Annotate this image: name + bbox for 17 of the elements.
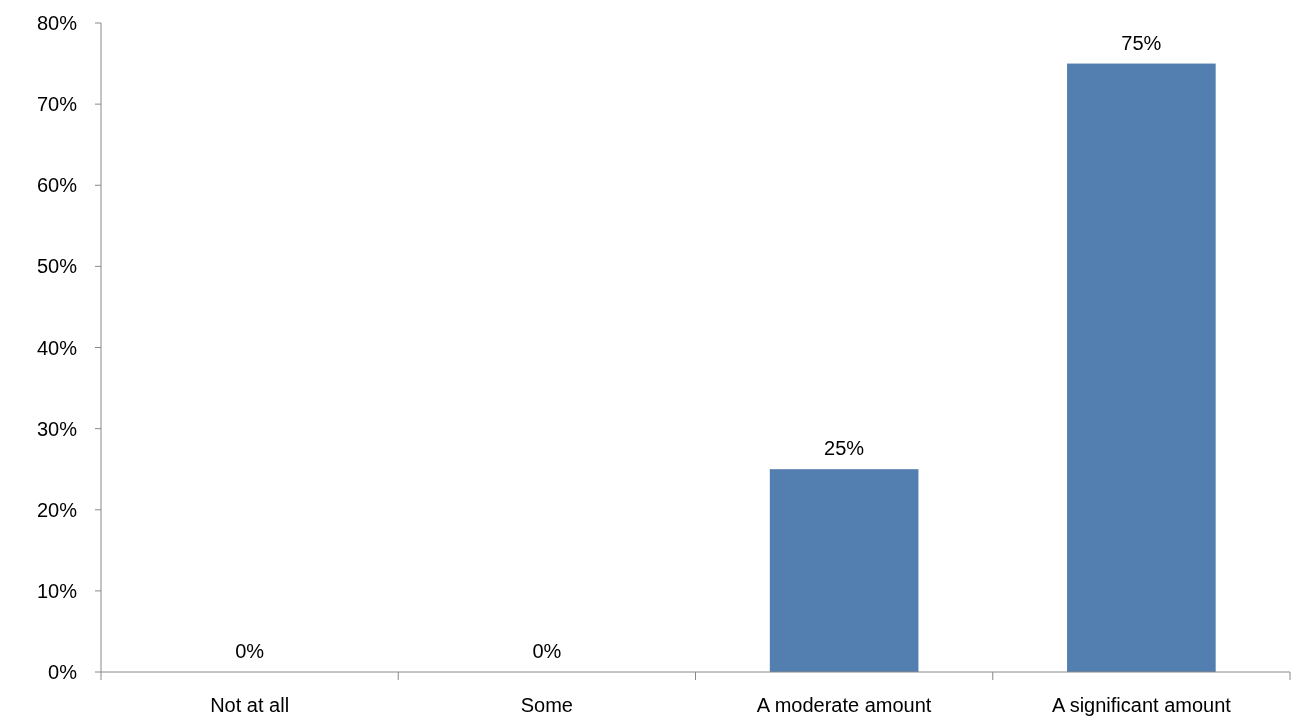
y-tick-label: 80%	[36, 12, 78, 34]
x-tick-label: A moderate amount	[756, 694, 932, 716]
y-tick-label: 30%	[36, 417, 78, 440]
y-tick-label: 60%	[36, 174, 78, 197]
x-tick-label: Not at all	[210, 694, 290, 716]
x-tick-label: A significant amount	[1051, 694, 1232, 716]
x-tick-label: Some	[520, 694, 573, 716]
y-tick-label: 40%	[36, 336, 78, 359]
y-tick-label: 50%	[36, 255, 78, 278]
y-tick-label: 70%	[36, 93, 78, 116]
data-label: 75%	[1121, 31, 1162, 54]
y-tick-label: 10%	[36, 579, 78, 602]
y-tick-label: 20%	[36, 498, 78, 521]
data-label: 0%	[532, 640, 562, 662]
data-label: 0%	[235, 640, 265, 662]
data-label: 25%	[824, 437, 865, 460]
y-tick-label: 0%	[48, 661, 78, 683]
